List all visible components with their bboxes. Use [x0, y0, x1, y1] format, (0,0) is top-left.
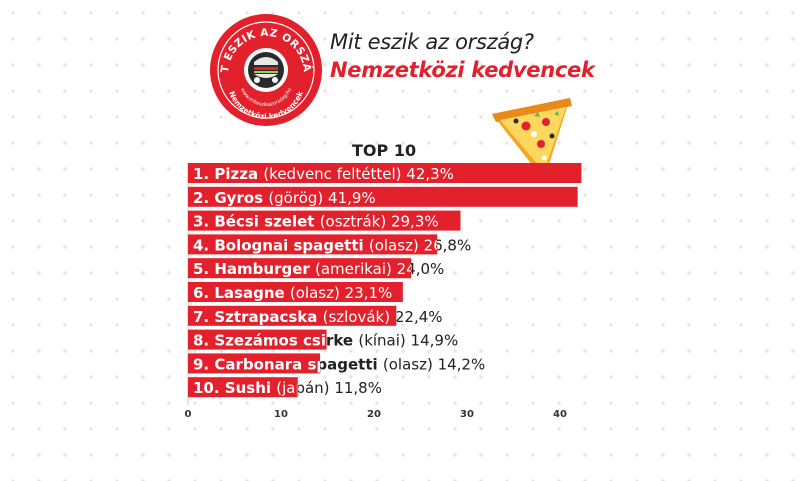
bar-rank: 7.	[193, 308, 214, 326]
bar-value-label: 29,3%	[391, 213, 439, 231]
bar-note: (kínai)	[358, 332, 410, 350]
bar-label: 10. Sushi (japán) 11,8%	[193, 379, 382, 397]
bar-rank: 9.	[193, 355, 214, 373]
bar	[188, 234, 438, 255]
bar-name: Lasagne	[214, 284, 290, 302]
pizza-slice-icon	[492, 98, 572, 180]
x-tick-label: 10	[274, 409, 288, 420]
bar-label: 8. Szezámos csirke (kínai) 14,9%	[193, 332, 458, 350]
bar-value-label: 42,3%	[406, 165, 454, 183]
bar-value-label: 23,1%	[345, 284, 393, 302]
bar	[188, 305, 397, 326]
bar	[188, 353, 321, 374]
bar-rank: 1.	[193, 165, 214, 183]
bar-value-label: 26,8%	[424, 236, 472, 254]
bar-label: 4. Bolognai spagetti (olasz) 26,8%	[193, 236, 471, 254]
bar-value-label: 22,4%	[395, 308, 443, 326]
bar	[188, 258, 412, 279]
bar-note: (görög)	[268, 189, 328, 207]
bar-rank: 2.	[193, 189, 214, 207]
bar-name: Pizza	[214, 165, 263, 183]
bar-label: 7. Sztrapacska (szlovák) 22,4%	[193, 308, 443, 326]
bar-rank: 10.	[193, 379, 225, 397]
bar-name: Bolognai spagetti	[214, 236, 369, 254]
bar	[188, 163, 582, 183]
bar-note: (olasz)	[369, 236, 424, 254]
bar-name: Gyros	[214, 189, 268, 207]
bar-rank: 5.	[193, 260, 214, 278]
bar-note: (szlovák)	[323, 308, 395, 326]
bar	[188, 282, 403, 302]
bar-rank: 6.	[193, 284, 214, 302]
bar-rank: 8.	[193, 332, 214, 350]
bar	[188, 329, 327, 350]
bar-rank: 4.	[193, 236, 214, 254]
page-title: Mit eszik az ország?	[330, 30, 534, 54]
bar-value-label: 14,2%	[438, 355, 486, 373]
bar-label: 5. Hamburger (amerikai) 24,0%	[193, 260, 444, 278]
badge-logo: MIT ESZIK AZ ORSZÁG? www.miteszikazorsza…	[208, 12, 322, 126]
bar-note: (olasz)	[290, 284, 345, 302]
x-tick-label: 20	[367, 409, 381, 420]
bar-rank: 3.	[193, 213, 214, 231]
bar-name: Szezámos csirke	[214, 332, 358, 350]
bar-note: (kedvenc feltéttel)	[263, 165, 406, 183]
bar-note: (olasz)	[383, 355, 438, 373]
bar-label: 9. Carbonara spagetti (olasz) 14,2%	[193, 355, 485, 373]
bar-value-label: 24,0%	[397, 260, 445, 278]
bar	[188, 377, 298, 398]
bar-label: 3. Bécsi szelet (osztrák) 29,3%	[193, 213, 439, 231]
bar-name: Carbonara spagetti	[214, 355, 383, 373]
bar-note: (osztrák)	[320, 213, 391, 231]
bar-value-label: 14,9%	[411, 332, 459, 350]
bar-name: Hamburger	[214, 260, 315, 278]
chart-title: TOP 10	[352, 141, 417, 160]
bar-name: Bécsi szelet	[214, 213, 319, 231]
bar-value-label: 11,8%	[334, 379, 382, 397]
page-subtitle: Nemzetközi kedvencek	[330, 58, 595, 82]
bar	[188, 210, 461, 231]
x-tick-label: 0	[185, 409, 192, 420]
bar-label: 6. Lasagne (olasz) 23,1%	[193, 284, 392, 302]
x-tick-label: 40	[553, 409, 567, 420]
bar-name: Sushi	[225, 379, 276, 397]
bar-label: 1. Pizza (kedvenc feltéttel) 42,3%	[193, 165, 454, 183]
bar-label: 2. Gyros (görög) 41,9%	[193, 189, 376, 207]
header: Mit eszik az ország? Nemzetközi kedvence…	[330, 30, 595, 82]
bar-note: (japán)	[276, 379, 334, 397]
x-tick-label: 30	[460, 409, 474, 420]
food-plate-icon	[244, 48, 288, 92]
bar-value-label: 41,9%	[328, 189, 376, 207]
bar-note: (amerikai)	[315, 260, 397, 278]
bar	[188, 186, 578, 207]
bar-name: Sztrapacska	[214, 308, 322, 326]
